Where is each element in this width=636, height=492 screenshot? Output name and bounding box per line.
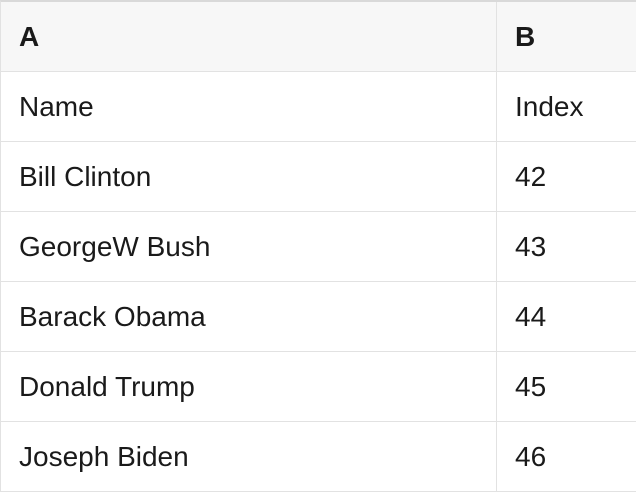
table-row: Barack Obama 44 xyxy=(1,282,636,352)
table-cell-name[interactable]: Joseph Biden xyxy=(1,422,497,491)
table-cell-name[interactable]: Barack Obama xyxy=(1,282,497,351)
table-cell-index[interactable]: Index xyxy=(515,90,584,122)
table-cell-index[interactable]: 44 xyxy=(515,300,547,332)
table-row: GeorgeW Bush 43 xyxy=(1,212,636,282)
table-header-row: A B xyxy=(1,2,636,72)
table-row: Bill Clinton 42 xyxy=(1,142,636,212)
table-row: Name Index xyxy=(1,72,636,142)
table-cell-index[interactable]: 46 xyxy=(515,440,547,472)
table-row: Joseph Biden 46 xyxy=(1,422,636,492)
table-cell-name[interactable]: Donald Trump xyxy=(1,352,497,421)
table-cell-index[interactable]: 45 xyxy=(515,370,547,402)
table-cell-name[interactable]: Bill Clinton xyxy=(1,142,497,211)
column-header-a[interactable]: A xyxy=(1,2,497,71)
table-row: Donald Trump 45 xyxy=(1,352,636,422)
table-cell-index[interactable]: 43 xyxy=(515,230,547,262)
table-cell-name[interactable]: GeorgeW Bush xyxy=(1,212,497,281)
column-header-b[interactable]: B xyxy=(515,20,536,52)
table-cell-index[interactable]: 42 xyxy=(515,160,547,192)
table-cell-name[interactable]: Name xyxy=(1,72,497,141)
